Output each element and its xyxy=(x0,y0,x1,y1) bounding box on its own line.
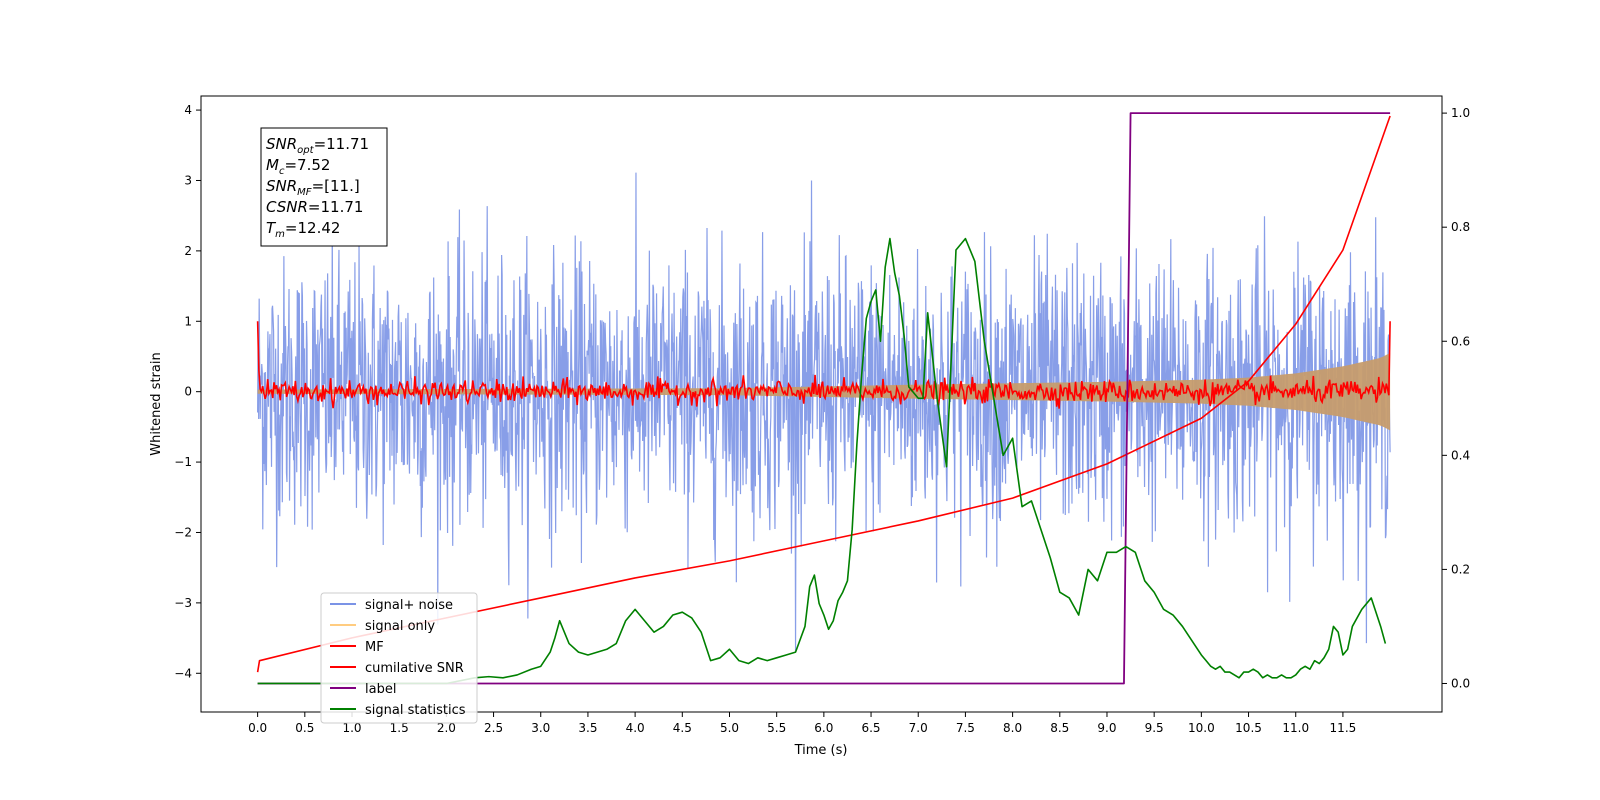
x-tick-label: 9.0 xyxy=(1097,721,1116,735)
legend-item-cumulative-snr: cumilative SNR xyxy=(330,661,464,676)
legend-label: signal+ noise xyxy=(365,598,453,613)
x-axis: 0.0 0.5 1.0 1.5 2.0 2.5 3.0 3.5 4.0 4.5 5.0 5.5 6.0 6… xyxy=(248,712,1356,735)
info-tm: Tm=12.42 xyxy=(266,219,340,240)
x-axis-label: Time (s) xyxy=(794,743,848,758)
legend-item-signal-statistics: signal statistics xyxy=(330,703,466,718)
x-tick-label: 2.0 xyxy=(437,721,456,735)
legend-label: MF xyxy=(365,640,384,655)
y-right-tick-label: 1.0 xyxy=(1451,106,1470,120)
x-tick-label: 6.5 xyxy=(861,721,880,735)
x-tick-label: 0.0 xyxy=(248,721,267,735)
x-tick-label: 8.5 xyxy=(1050,721,1069,735)
x-tick-label: 10.5 xyxy=(1235,721,1262,735)
x-tick-label: 5.0 xyxy=(720,721,739,735)
y-right-tick-label: 0.0 xyxy=(1451,676,1470,690)
x-tick-label: 7.5 xyxy=(956,721,975,735)
y-axis-right: 1.0 0.8 0.6 0.4 0.2 0.0 xyxy=(1442,106,1470,690)
x-tick-label: 4.0 xyxy=(626,721,645,735)
y-tick-label: −2 xyxy=(174,525,192,539)
series-signal-plus-noise xyxy=(257,172,1391,652)
y-right-tick-label: 0.4 xyxy=(1451,448,1470,462)
y-right-tick-label: 0.8 xyxy=(1451,220,1470,234)
info-box: SNRopt=11.71 Mc=7.52 SNRMF=[11.] CSNR=11… xyxy=(260,127,388,247)
x-tick-label: 11.0 xyxy=(1282,721,1309,735)
legend-item-label: label xyxy=(330,682,396,697)
x-tick-label: 2.5 xyxy=(484,721,503,735)
info-chirp-mass: Mc=7.52 xyxy=(266,156,330,177)
legend-item-signal-only: signal only xyxy=(330,619,435,634)
y-tick-label: 1 xyxy=(184,314,192,328)
y-axis-label: Whitened strain xyxy=(149,352,164,455)
y-tick-label: 0 xyxy=(184,385,192,399)
x-tick-label: 6.0 xyxy=(814,721,833,735)
y-right-tick-label: 0.2 xyxy=(1451,562,1470,576)
legend: signal+ noise signal only MF cumilative … xyxy=(320,592,478,724)
y-tick-label: −4 xyxy=(174,666,192,680)
x-tick-label: 1.0 xyxy=(342,721,361,735)
legend-item-mf: MF xyxy=(330,640,384,655)
info-snr-mf: SNRMF=[11.] xyxy=(266,177,360,198)
legend-label: signal only xyxy=(365,619,435,634)
plot-frame xyxy=(200,95,1443,713)
x-tick-label: 8.0 xyxy=(1003,721,1022,735)
legend-label: label xyxy=(365,682,396,697)
y-right-tick-label: 0.6 xyxy=(1451,334,1470,348)
info-box-frame xyxy=(260,127,388,247)
x-tick-label: 0.5 xyxy=(295,721,314,735)
series-signal-statistics xyxy=(257,237,1387,685)
info-snr-opt: SNRopt=11.71 xyxy=(266,135,369,156)
x-tick-label: 10.0 xyxy=(1188,721,1215,735)
x-tick-label: 9.5 xyxy=(1145,721,1164,735)
y-tick-label: 3 xyxy=(184,173,192,187)
legend-item-signal-noise: signal+ noise xyxy=(330,598,453,613)
y-tick-label: 2 xyxy=(184,244,192,258)
x-tick-label: 11.5 xyxy=(1330,721,1357,735)
series-mf xyxy=(256,321,1391,409)
y-tick-label: 4 xyxy=(184,103,192,117)
y-tick-label: −3 xyxy=(174,596,192,610)
x-tick-label: 1.5 xyxy=(390,721,409,735)
x-tick-label: 3.5 xyxy=(578,721,597,735)
info-csnr: CSNR=11.71 xyxy=(266,198,363,216)
x-tick-label: 7.0 xyxy=(909,721,928,735)
legend-frame xyxy=(320,592,478,724)
legend-label: signal statistics xyxy=(365,703,466,718)
y-tick-label: −1 xyxy=(174,455,192,469)
x-tick-label: 3.0 xyxy=(531,721,550,735)
x-tick-label: 5.5 xyxy=(767,721,786,735)
legend-label: cumilative SNR xyxy=(365,661,464,676)
series-label xyxy=(257,112,1391,685)
y-axis-left: 4 3 2 1 0 −1 −2 −3 −4 xyxy=(174,103,201,680)
x-tick-label: 4.5 xyxy=(673,721,692,735)
